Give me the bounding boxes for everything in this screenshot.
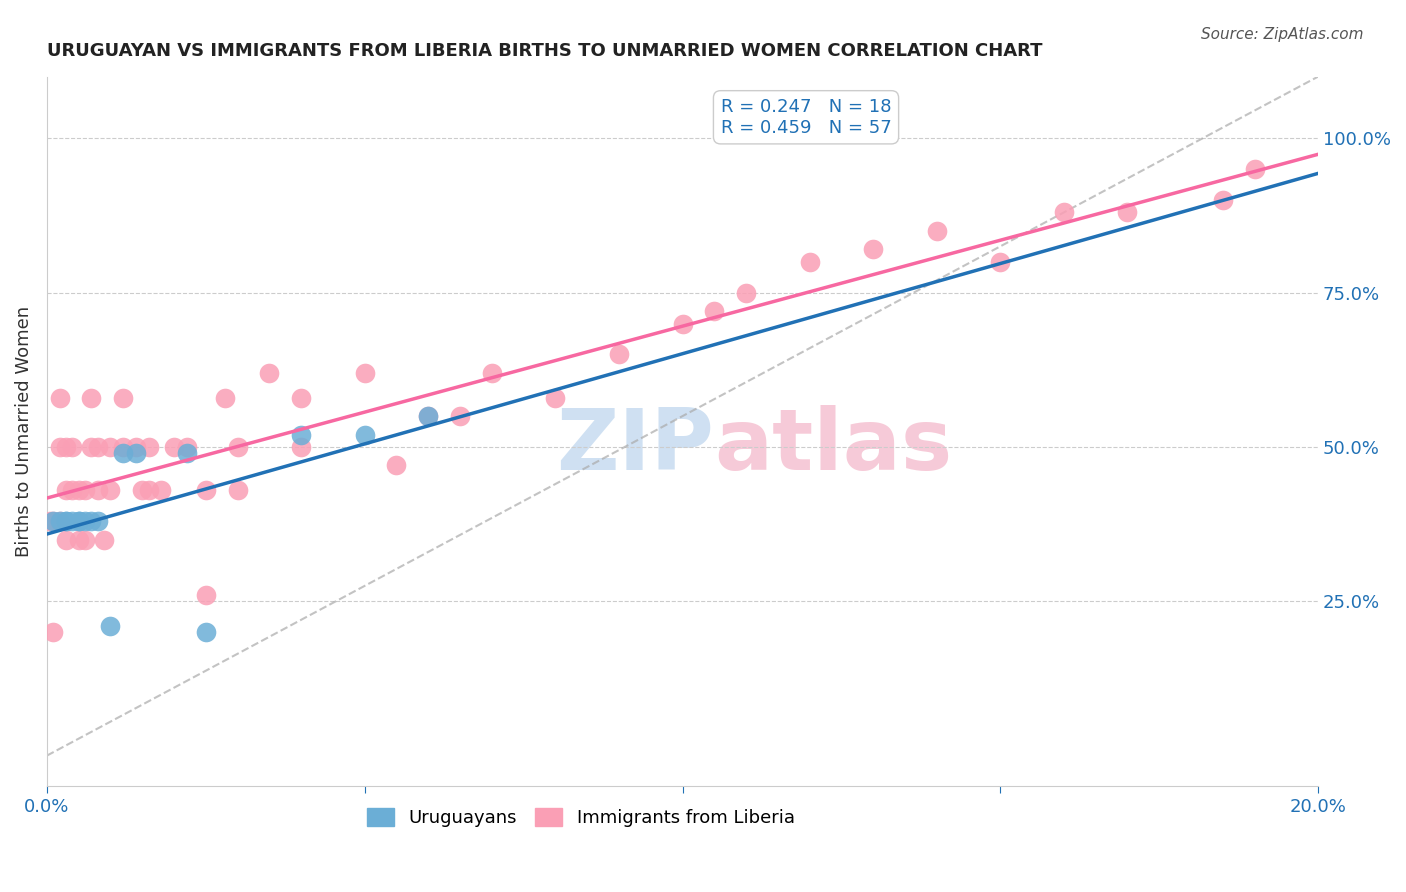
Point xyxy=(214,391,236,405)
Point xyxy=(48,514,70,528)
Point xyxy=(39,514,62,528)
Point xyxy=(799,254,821,268)
Point xyxy=(60,440,83,454)
Point xyxy=(163,440,186,454)
Point xyxy=(48,440,70,454)
Point xyxy=(48,391,70,405)
Text: R = 0.247   N = 18
R = 0.459   N = 57: R = 0.247 N = 18 R = 0.459 N = 57 xyxy=(721,98,891,136)
Point xyxy=(112,440,135,454)
Point xyxy=(1243,162,1265,177)
Point xyxy=(353,366,375,380)
Point xyxy=(73,533,96,547)
Legend: Uruguayans, Immigrants from Liberia: Uruguayans, Immigrants from Liberia xyxy=(360,800,801,834)
Point xyxy=(42,514,65,528)
Text: URUGUAYAN VS IMMIGRANTS FROM LIBERIA BIRTHS TO UNMARRIED WOMEN CORRELATION CHART: URUGUAYAN VS IMMIGRANTS FROM LIBERIA BIR… xyxy=(46,42,1042,60)
Point xyxy=(290,440,312,454)
Point xyxy=(150,483,173,498)
Point xyxy=(100,440,122,454)
Point xyxy=(544,391,567,405)
Point xyxy=(735,285,758,300)
Point xyxy=(176,440,198,454)
Text: atlas: atlas xyxy=(714,406,952,489)
Point xyxy=(226,440,249,454)
Point xyxy=(67,514,90,528)
Point xyxy=(138,440,160,454)
Point xyxy=(67,483,90,498)
Point xyxy=(100,619,122,633)
Point xyxy=(55,514,77,528)
Point xyxy=(73,483,96,498)
Point xyxy=(73,514,96,528)
Point xyxy=(226,483,249,498)
Y-axis label: Births to Unmarried Women: Births to Unmarried Women xyxy=(15,306,32,558)
Point xyxy=(87,440,110,454)
Point xyxy=(671,317,693,331)
Point xyxy=(80,514,103,528)
Point xyxy=(194,483,217,498)
Point xyxy=(607,347,630,361)
Point xyxy=(988,254,1011,268)
Point xyxy=(87,483,110,498)
Point xyxy=(925,224,948,238)
Point xyxy=(385,458,408,473)
Point xyxy=(67,514,90,528)
Point xyxy=(131,483,153,498)
Point xyxy=(42,625,65,640)
Point xyxy=(100,483,122,498)
Point xyxy=(481,366,503,380)
Point xyxy=(80,440,103,454)
Text: Source: ZipAtlas.com: Source: ZipAtlas.com xyxy=(1201,27,1364,42)
Point xyxy=(1053,205,1076,219)
Point xyxy=(67,533,90,547)
Point xyxy=(353,427,375,442)
Point xyxy=(418,409,440,423)
Point xyxy=(290,427,312,442)
Point xyxy=(1116,205,1139,219)
Point xyxy=(194,588,217,602)
Point xyxy=(194,625,217,640)
Point xyxy=(93,533,115,547)
Point xyxy=(60,514,83,528)
Point xyxy=(259,366,281,380)
Point xyxy=(55,483,77,498)
Point xyxy=(87,514,110,528)
Point xyxy=(55,514,77,528)
Point xyxy=(112,391,135,405)
Point xyxy=(55,440,77,454)
Point xyxy=(862,243,884,257)
Point xyxy=(138,483,160,498)
Point xyxy=(60,483,83,498)
Point xyxy=(125,440,148,454)
Point xyxy=(42,514,65,528)
Point xyxy=(112,446,135,460)
Text: ZIP: ZIP xyxy=(557,406,714,489)
Point xyxy=(176,446,198,460)
Point xyxy=(290,391,312,405)
Point xyxy=(449,409,471,423)
Point xyxy=(1212,193,1234,207)
Point xyxy=(125,446,148,460)
Point xyxy=(55,533,77,547)
Point xyxy=(703,304,725,318)
Point xyxy=(48,514,70,528)
Point xyxy=(418,409,440,423)
Point xyxy=(80,391,103,405)
